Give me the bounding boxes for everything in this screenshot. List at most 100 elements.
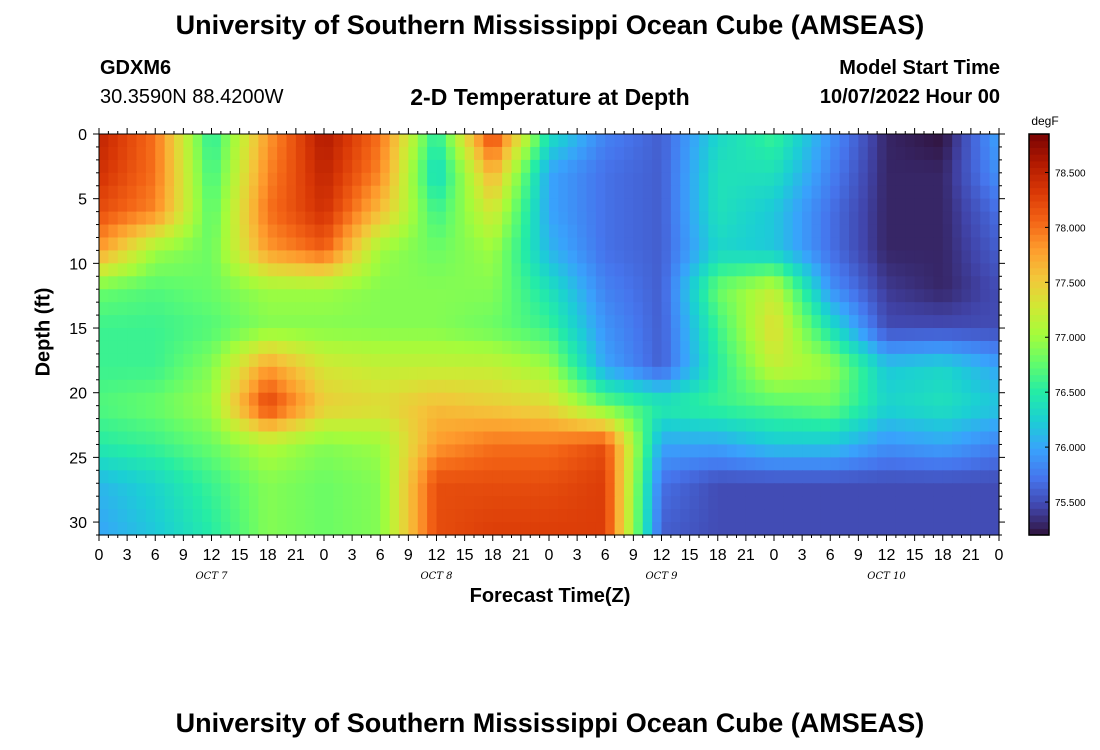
heatmap-cell [127, 353, 138, 368]
heatmap-cell [267, 379, 278, 394]
heatmap-cell [220, 263, 231, 277]
heatmap-cell [502, 522, 513, 536]
x-day-label: OCT 9 [645, 571, 678, 582]
heatmap-cell [192, 198, 203, 213]
heatmap-cell [239, 289, 250, 303]
heatmap-cell [464, 405, 475, 420]
heatmap-cell [764, 457, 775, 471]
heatmap-cell [624, 289, 634, 303]
heatmap-cell [277, 340, 288, 355]
heatmap-cell [605, 483, 616, 497]
heatmap-cell [436, 276, 447, 290]
heatmap-cell [380, 328, 391, 342]
heatmap-cell [174, 263, 184, 277]
heatmap-cell [661, 134, 672, 148]
heatmap-cell [211, 418, 222, 433]
heatmap-cell [174, 392, 184, 407]
heatmap-cell [520, 379, 531, 394]
heatmap-cell [952, 302, 963, 316]
heatmap-cell [764, 444, 775, 458]
heatmap-cell [811, 431, 822, 446]
heatmap-cell [708, 315, 719, 329]
heatmap-cell [895, 250, 906, 264]
heatmap-cell [661, 483, 672, 497]
heatmap-cell [164, 457, 175, 471]
heatmap-cell [474, 134, 484, 148]
heatmap-cell [586, 328, 597, 342]
heatmap-cell [295, 159, 306, 174]
heatmap-cell [642, 431, 653, 446]
heatmap-cell [361, 418, 372, 433]
heatmap-cell [305, 483, 316, 497]
heatmap-cell [886, 418, 897, 433]
heatmap-cell [905, 340, 916, 355]
heatmap-cell [980, 159, 991, 174]
heatmap-cell [483, 392, 494, 407]
heatmap-cell [567, 483, 578, 497]
x-tick-label: 0 [320, 547, 329, 564]
heatmap-cell [624, 470, 634, 484]
heatmap-cell [427, 366, 438, 381]
heatmap-cell [408, 483, 419, 497]
heatmap-cell [595, 224, 606, 239]
heatmap-cell [989, 418, 1000, 433]
heatmap-cell [202, 276, 213, 290]
x-tick-label: 0 [545, 547, 554, 564]
heatmap-cell [408, 392, 419, 407]
heatmap-cell [895, 470, 906, 484]
heatmap-cell [549, 405, 559, 420]
heatmap-cell [614, 263, 625, 277]
heatmap-cell [989, 509, 1000, 523]
heatmap-cell [783, 496, 794, 510]
heatmap-cell [333, 522, 344, 536]
heatmap-cell [474, 159, 484, 174]
heatmap-cell [558, 457, 569, 471]
heatmap-cell [652, 340, 663, 355]
heatmap-cell [802, 159, 813, 174]
heatmap-cell [380, 418, 391, 433]
heatmap-cell [155, 146, 166, 161]
heatmap-cell [905, 289, 916, 303]
heatmap-cell [970, 366, 981, 381]
heatmap-cell [905, 431, 916, 446]
heatmap-cell [352, 496, 363, 510]
heatmap-cell [108, 134, 119, 148]
heatmap-cell [436, 418, 447, 433]
heatmap-cell [155, 392, 166, 407]
heatmap-cell [914, 496, 925, 510]
heatmap-cell [417, 340, 428, 355]
heatmap-cell [389, 418, 400, 433]
heatmap-cell [202, 250, 213, 264]
heatmap-cell [530, 224, 541, 239]
heatmap-cell [342, 470, 353, 484]
heatmap-cell [849, 146, 859, 161]
heatmap-cell [220, 276, 231, 290]
heatmap-cell [877, 159, 888, 174]
heatmap-cell [802, 353, 813, 368]
heatmap-cell [155, 211, 166, 226]
heatmap-cell [586, 405, 597, 420]
heatmap-cell [736, 457, 747, 471]
heatmap-cell [820, 340, 831, 355]
heatmap-cell [933, 172, 944, 187]
heatmap-cell [511, 418, 522, 433]
heatmap-cell [492, 405, 503, 420]
heatmap-cell [549, 353, 559, 368]
heatmap-cell [520, 418, 531, 433]
heatmap-cell [520, 185, 531, 200]
heatmap-cell [464, 185, 475, 200]
heatmap-cell [174, 146, 184, 161]
heatmap-cell [220, 315, 231, 329]
heatmap-cell [399, 185, 409, 200]
heatmap-cell [886, 237, 897, 252]
heatmap-cell [811, 159, 822, 174]
heatmap-cell [211, 289, 222, 303]
heatmap-cell [811, 470, 822, 484]
heatmap-cell [530, 134, 541, 148]
heatmap-cell [745, 185, 756, 200]
heatmap-cell [324, 470, 334, 484]
heatmap-cell [511, 470, 522, 484]
heatmap-cell [277, 224, 288, 239]
heatmap-cell [764, 211, 775, 226]
heatmap-cell [670, 366, 681, 381]
